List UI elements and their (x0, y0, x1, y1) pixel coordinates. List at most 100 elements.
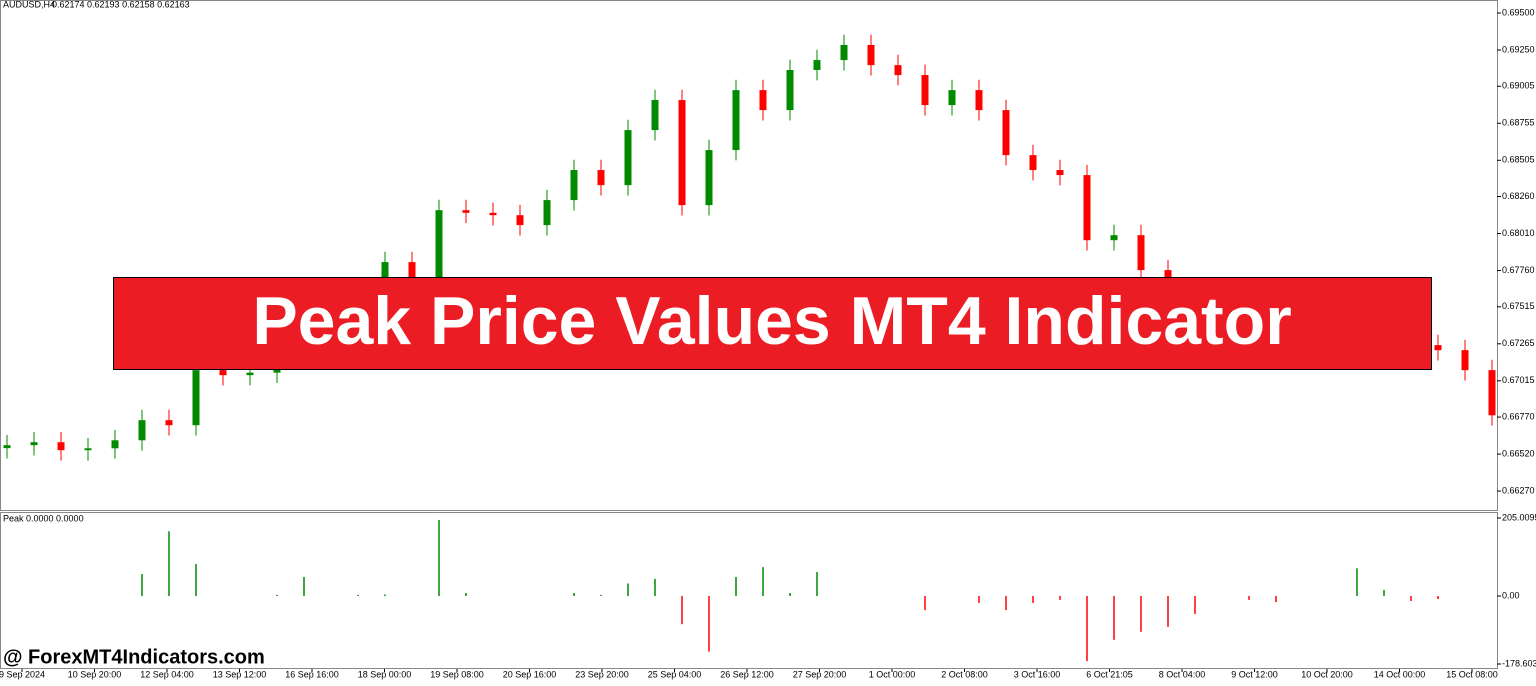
y-tick-label: 0.66270 (1502, 485, 1535, 495)
x-tick-label: 12 Sep 04:00 (140, 669, 194, 679)
candle-body (435, 210, 443, 281)
histogram-bar (654, 578, 656, 597)
candle-body (678, 100, 686, 206)
x-tick-label: 1 Oct 00:00 (869, 669, 916, 679)
x-tick-label: 3 Oct 16:00 (1014, 669, 1061, 679)
candle-body (921, 75, 929, 106)
y-tick-label: 205.0095 (1502, 512, 1536, 522)
histogram-bar (1275, 596, 1277, 603)
candle-body (813, 60, 821, 71)
price-pane-border (0, 0, 1498, 511)
histogram-bar (762, 567, 764, 597)
x-tick-label: 2 Oct 08:00 (941, 669, 988, 679)
histogram-bar (303, 577, 305, 597)
candle-body (1488, 370, 1496, 416)
candle-body (705, 150, 713, 206)
candle-body (1002, 110, 1010, 156)
x-tick-label: 25 Sep 04:00 (648, 669, 702, 679)
histogram-bar (1383, 589, 1385, 597)
x-tick-label: 8 Oct 04:00 (1159, 669, 1206, 679)
watermark: @ ForexMT4Indicators.com (3, 646, 265, 668)
histogram-bar (357, 594, 359, 597)
histogram-bar (141, 573, 143, 597)
y-tick-label: 0.68505 (1502, 155, 1535, 165)
histogram-bar (708, 596, 710, 652)
candle-body (57, 442, 65, 451)
histogram-bar (1140, 596, 1142, 632)
y-tick-label: 0.67515 (1502, 301, 1535, 311)
x-tick-label: 10 Sep 20:00 (68, 669, 122, 679)
histogram-bar (681, 596, 683, 625)
histogram-bar (627, 583, 629, 597)
x-tick-label: 18 Sep 00:00 (358, 669, 412, 679)
banner-box (113, 277, 1432, 370)
x-tick-label: 15 Oct 08:00 (1446, 669, 1498, 679)
candle-body (570, 170, 578, 201)
candle-body (381, 262, 389, 291)
histogram-bar (1437, 596, 1439, 600)
banner-text: Peak Price Values MT4 Indicator (252, 283, 1291, 359)
y-tick-label: 0.67760 (1502, 265, 1535, 275)
histogram-bar (276, 594, 278, 597)
histogram-bar (573, 592, 575, 597)
candle-body (1083, 175, 1091, 241)
histogram-bar (195, 564, 197, 597)
candle-body (732, 90, 740, 151)
y-tick-label: 0.00 (1502, 590, 1520, 600)
candle-body (543, 200, 551, 226)
histogram-bar (600, 594, 602, 597)
candle-body (867, 44, 875, 66)
candle-body (84, 448, 92, 451)
y-tick-label: 0.68260 (1502, 191, 1535, 201)
candle-body (111, 440, 119, 449)
candle-body (975, 90, 983, 111)
candle-body (786, 70, 794, 111)
candle-body (408, 262, 416, 281)
y-tick-label: 0.68755 (1502, 118, 1535, 128)
x-tick-label: 6 Oct 21:05 (1086, 669, 1133, 679)
y-tick-label: 0.67015 (1502, 375, 1535, 385)
indicator-pane-border (0, 512, 1498, 669)
candle-body (948, 90, 956, 106)
y-tick-label: 0.69250 (1502, 44, 1535, 54)
candle-body (759, 90, 767, 111)
candle-body (219, 370, 227, 376)
y-tick-label: 0.66520 (1502, 448, 1535, 458)
x-tick-label: 27 Sep 20:00 (793, 669, 847, 679)
histogram-bar (978, 596, 980, 603)
y-tick-label: 0.66770 (1502, 411, 1535, 421)
x-tick-label: 19 Sep 08:00 (430, 669, 484, 679)
histogram-bar (168, 531, 170, 597)
histogram-bar (789, 592, 791, 597)
histogram-bar (816, 572, 818, 597)
candle-body (516, 215, 524, 226)
candle-body (30, 442, 38, 446)
plot-layer: 0.69500 0.69250 0.69005 0.68755 0.68505 0.682… (0, 7, 1536, 679)
x-tick-label: 9 Sep 2024 (0, 669, 45, 679)
candle-body (1434, 345, 1442, 351)
histogram-bar (1059, 596, 1061, 600)
histogram-bar (1005, 596, 1007, 611)
histogram-bar (735, 577, 737, 597)
histogram-bar (1194, 596, 1196, 614)
candle-body (651, 100, 659, 131)
candle-body (462, 210, 470, 213)
histogram-bar (1356, 568, 1358, 597)
candle-body (597, 170, 605, 186)
candle-body (1461, 350, 1469, 371)
y-tick-label: 0.69005 (1502, 81, 1535, 91)
candle-body (246, 372, 254, 376)
y-tick-label: -178.6034 (1502, 658, 1536, 668)
ohlc-label: 0.62174 0.62193 0.62158 0.62163 (52, 0, 190, 9)
y-tick-label: 0.68010 (1502, 228, 1535, 238)
histogram-bar (1410, 596, 1412, 601)
y-tick-label: 0.67265 (1502, 338, 1535, 348)
y-tick-label: 0.69500 (1502, 7, 1535, 17)
candle-body (1056, 170, 1064, 176)
candle-body (165, 420, 173, 426)
indicator-label: Peak 0.0000 0.0000 (3, 513, 84, 523)
histogram-bar (1248, 596, 1250, 600)
candle-body (1137, 235, 1145, 271)
x-tick-label: 20 Sep 16:00 (503, 669, 557, 679)
x-tick-label: 9 Oct 12:00 (1231, 669, 1278, 679)
